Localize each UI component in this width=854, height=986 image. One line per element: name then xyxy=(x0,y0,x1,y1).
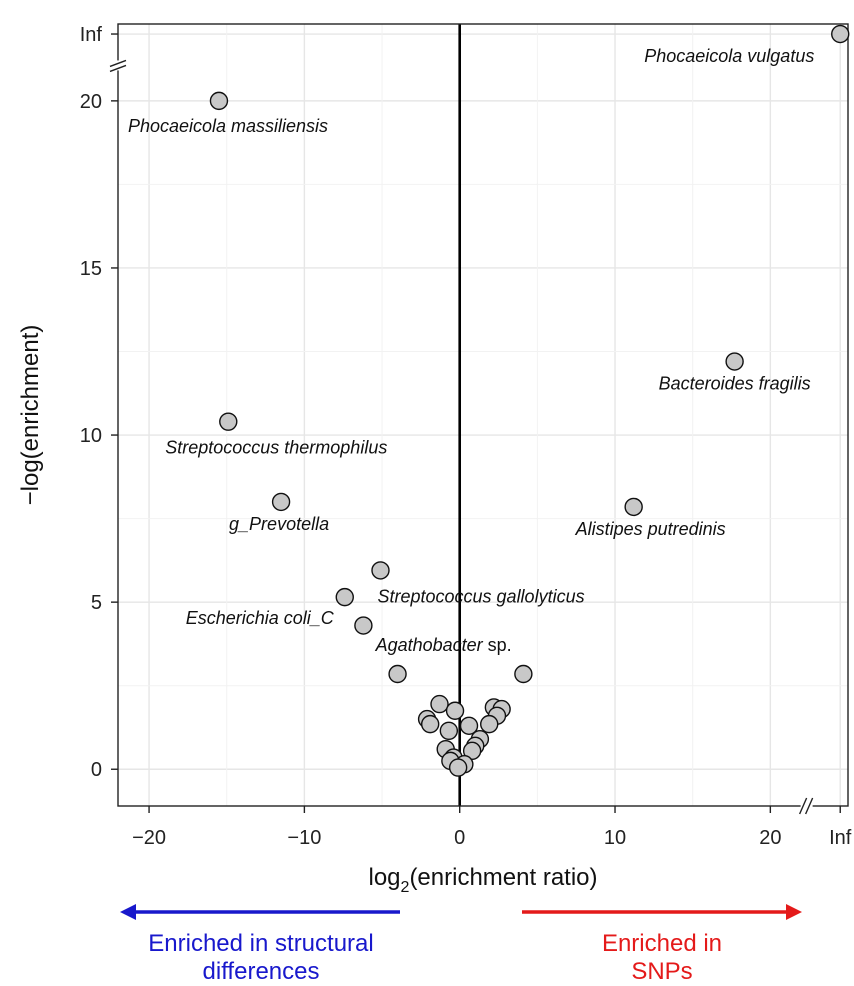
data-point xyxy=(725,352,744,371)
axis-ticks: −20 −10 0 10 20 Inf 0 5 10 15 20 Inf xyxy=(80,24,852,849)
x-break-mark xyxy=(798,797,808,815)
data-point xyxy=(430,694,449,714)
legend-snps: Enriched in SNPs xyxy=(492,930,832,986)
point-label: Bacteroides fragilis xyxy=(659,374,811,394)
x-break-gap xyxy=(800,798,813,814)
y-tick-label: 15 xyxy=(80,258,102,280)
legend-left-line1: Enriched in structural xyxy=(148,930,374,957)
data-point xyxy=(439,721,459,741)
y-axis-title: −log(enrichment) xyxy=(17,325,44,506)
point-label: Alistipes putredinis xyxy=(575,519,726,539)
x-break-mark xyxy=(804,797,814,815)
point-label: Agathobacter sp. xyxy=(375,635,512,655)
x-tick-label: −20 xyxy=(132,827,166,849)
data-point xyxy=(335,587,354,607)
y-tick-label: 0 xyxy=(91,759,102,781)
data-point xyxy=(371,561,390,580)
axis-break-marks xyxy=(109,59,814,815)
data-point xyxy=(448,758,468,777)
left-arrowhead-icon xyxy=(120,904,136,920)
data-point xyxy=(388,664,407,684)
point-label: g_Prevotella xyxy=(229,514,329,534)
x-tick-label: Inf xyxy=(829,827,852,849)
y-tick-label: 20 xyxy=(80,91,102,113)
legend-structural-differences: Enriched in structural differences xyxy=(91,930,431,986)
data-point xyxy=(831,24,850,44)
point-label: Streptococcus thermophilus xyxy=(165,438,387,458)
x-tick-label: 0 xyxy=(454,827,465,849)
data-point xyxy=(480,714,499,734)
right-arrowhead-icon xyxy=(786,904,802,920)
data-point xyxy=(624,497,643,517)
legend-right-line2: SNPs xyxy=(631,958,693,985)
x-tick-label: −10 xyxy=(287,827,321,849)
data-point xyxy=(271,492,291,512)
y-tick-label: 5 xyxy=(91,592,102,614)
data-point xyxy=(420,714,440,734)
y-break-gap xyxy=(110,60,126,71)
legend-right-line1: Enriched in xyxy=(601,930,723,957)
data-point xyxy=(459,716,479,735)
point-label: Phocaeicola vulgatus xyxy=(644,46,814,66)
point-label: Phocaeicola massiliensis xyxy=(128,116,328,136)
legend-left-line2: differences xyxy=(202,958,320,985)
data-point xyxy=(445,701,465,720)
x-axis-title: log2(enrichment ratio) xyxy=(369,864,598,896)
point-label: Escherichia coli_C xyxy=(186,608,335,628)
plot-frame xyxy=(117,23,849,807)
data-points xyxy=(209,24,850,777)
point-label: Streptococcus gallolyticus xyxy=(377,586,584,606)
y-tick-label: 10 xyxy=(80,425,102,447)
point-labels: Phocaeicola vulgatus Phocaeicola massilie… xyxy=(128,46,814,655)
data-point xyxy=(219,412,238,431)
y-break-mark xyxy=(109,64,127,73)
y-tick-label: Inf xyxy=(80,24,103,46)
data-point xyxy=(514,664,533,684)
data-point xyxy=(209,91,229,111)
x-tick-label: 20 xyxy=(759,827,781,849)
x-tick-label: 10 xyxy=(604,827,626,849)
y-break-mark xyxy=(109,59,127,68)
data-point xyxy=(354,616,373,635)
